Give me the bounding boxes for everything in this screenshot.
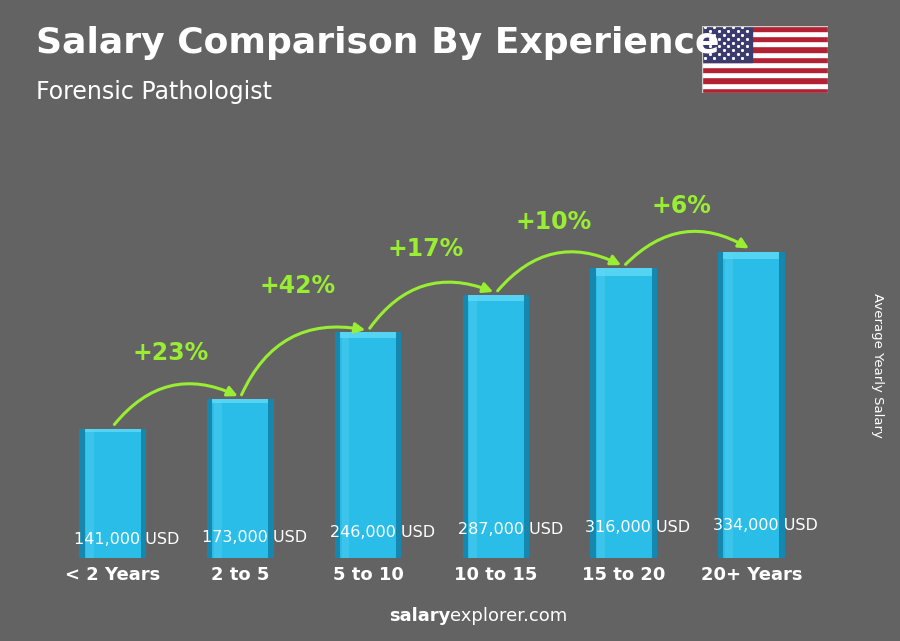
FancyBboxPatch shape — [718, 252, 785, 558]
Text: Forensic Pathologist: Forensic Pathologist — [36, 80, 272, 104]
FancyBboxPatch shape — [469, 295, 477, 558]
FancyBboxPatch shape — [85, 429, 140, 432]
Text: +23%: +23% — [132, 341, 208, 365]
Bar — [702, 26, 828, 31]
FancyBboxPatch shape — [718, 252, 724, 558]
Text: Salary Comparison By Experience: Salary Comparison By Experience — [36, 26, 719, 60]
Bar — [702, 31, 828, 36]
FancyBboxPatch shape — [597, 269, 605, 558]
Bar — [702, 36, 828, 41]
FancyBboxPatch shape — [140, 429, 146, 558]
Text: salary: salary — [389, 607, 450, 625]
FancyBboxPatch shape — [779, 252, 785, 558]
Text: 141,000 USD: 141,000 USD — [75, 532, 180, 547]
FancyBboxPatch shape — [212, 399, 268, 403]
Bar — [702, 51, 828, 56]
FancyBboxPatch shape — [268, 399, 274, 558]
FancyBboxPatch shape — [335, 333, 340, 558]
Text: 287,000 USD: 287,000 USD — [457, 522, 562, 537]
Text: 334,000 USD: 334,000 USD — [713, 518, 818, 533]
FancyBboxPatch shape — [596, 269, 652, 276]
Bar — [702, 26, 752, 62]
FancyBboxPatch shape — [79, 429, 146, 558]
FancyBboxPatch shape — [724, 252, 733, 558]
FancyBboxPatch shape — [652, 269, 657, 558]
FancyBboxPatch shape — [524, 295, 529, 558]
FancyBboxPatch shape — [590, 269, 657, 558]
Bar — [702, 67, 828, 72]
FancyBboxPatch shape — [207, 399, 274, 558]
FancyBboxPatch shape — [396, 333, 401, 558]
Bar — [702, 88, 828, 93]
Text: +10%: +10% — [515, 210, 591, 234]
Bar — [702, 56, 828, 62]
FancyBboxPatch shape — [207, 399, 212, 558]
Bar — [702, 78, 828, 83]
Text: 316,000 USD: 316,000 USD — [585, 519, 690, 535]
Text: +6%: +6% — [652, 194, 711, 218]
FancyBboxPatch shape — [340, 333, 396, 338]
Bar — [702, 83, 828, 88]
Text: explorer.com: explorer.com — [450, 607, 567, 625]
FancyBboxPatch shape — [468, 295, 524, 301]
FancyBboxPatch shape — [590, 269, 596, 558]
Text: 246,000 USD: 246,000 USD — [329, 524, 435, 540]
Bar — [702, 72, 828, 78]
Bar — [702, 41, 828, 46]
FancyBboxPatch shape — [463, 295, 529, 558]
FancyBboxPatch shape — [463, 295, 468, 558]
FancyBboxPatch shape — [86, 429, 94, 558]
FancyBboxPatch shape — [79, 429, 85, 558]
Text: Average Yearly Salary: Average Yearly Salary — [871, 293, 884, 438]
Text: 173,000 USD: 173,000 USD — [202, 530, 307, 545]
FancyBboxPatch shape — [214, 399, 221, 558]
Text: +17%: +17% — [388, 237, 464, 261]
FancyBboxPatch shape — [724, 252, 779, 260]
Bar — [702, 46, 828, 51]
FancyBboxPatch shape — [335, 333, 401, 558]
FancyBboxPatch shape — [341, 333, 349, 558]
Text: +42%: +42% — [260, 274, 336, 298]
Bar — [702, 62, 828, 67]
